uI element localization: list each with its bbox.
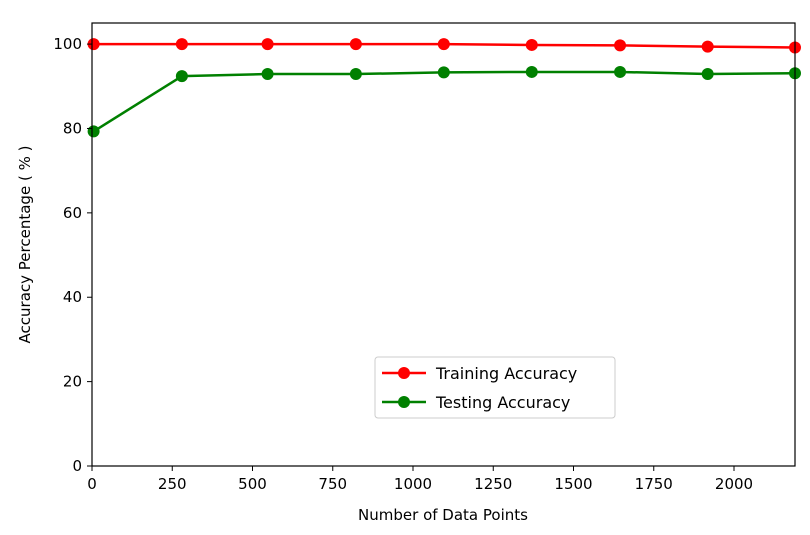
data-layer [87, 38, 801, 138]
legend-label-training: Training Accuracy [435, 364, 577, 383]
y-tick-label: 0 [72, 457, 82, 475]
legend-marker-testing [398, 396, 410, 408]
x-tick-label: 250 [158, 475, 187, 493]
legend-item-testing: Testing Accuracy [382, 393, 570, 412]
x-tick-label: 1250 [474, 475, 512, 493]
data-point-testing-accuracy [614, 65, 627, 78]
x-tick-label: 500 [238, 475, 267, 493]
data-point-training-accuracy [87, 38, 100, 51]
data-point-testing-accuracy [175, 70, 188, 83]
data-point-training-accuracy [525, 38, 538, 51]
data-point-testing-accuracy [701, 68, 714, 81]
data-point-training-accuracy [261, 38, 274, 51]
x-tick-label: 1750 [635, 475, 673, 493]
y-tick-label: 60 [63, 204, 82, 222]
legend-label-testing: Testing Accuracy [435, 393, 570, 412]
x-axis-label: Number of Data Points [358, 506, 528, 524]
y-tick-label: 20 [63, 373, 82, 391]
data-point-training-accuracy [175, 38, 188, 51]
legend-box [374, 356, 616, 419]
data-point-training-accuracy [614, 39, 627, 52]
x-tick-label: 2000 [715, 475, 753, 493]
y-tick-label: 100 [53, 35, 82, 53]
x-axis-ticks: 0 250 500 750 1000 1250 1500 1750 2000 [87, 466, 753, 493]
legend-item-training: Training Accuracy [382, 364, 577, 383]
x-tick-label: 1500 [554, 475, 592, 493]
x-tick-label: 1000 [394, 475, 432, 493]
x-tick-label: 750 [318, 475, 347, 493]
plot-frame [91, 22, 796, 467]
legend: Training Accuracy Testing Accuracy [374, 356, 616, 419]
y-tick-label: 40 [63, 288, 82, 306]
x-tick-label: 0 [87, 475, 97, 493]
data-point-testing-accuracy [87, 125, 100, 138]
series-testing-accuracy [87, 65, 801, 138]
legend-marker-training [398, 367, 410, 379]
data-point-testing-accuracy [525, 65, 538, 78]
data-point-training-accuracy [437, 38, 450, 51]
data-point-training-accuracy [701, 40, 714, 53]
y-axis-ticks: 0 20 40 60 80 100 [53, 35, 92, 475]
data-point-testing-accuracy [261, 68, 274, 81]
data-point-training-accuracy [349, 38, 362, 51]
data-point-testing-accuracy [437, 66, 450, 79]
data-point-testing-accuracy [349, 68, 362, 81]
y-axis-label: Accuracy Percentage ( % ) [16, 146, 34, 344]
y-tick-label: 80 [63, 119, 82, 137]
